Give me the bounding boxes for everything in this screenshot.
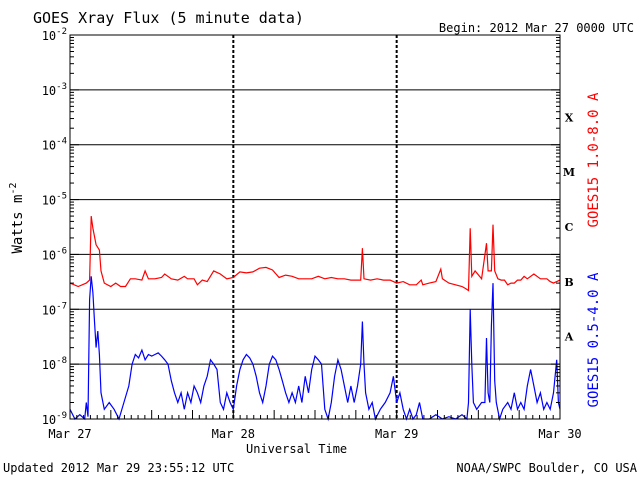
begin-date-label: Begin: 2012 Mar 27 0000 UTC xyxy=(439,21,634,35)
y-tick-label-exponent: -3 xyxy=(56,82,67,92)
y-tick-label-exponent: -6 xyxy=(56,246,67,256)
x-tick-label: Mar 28 xyxy=(212,427,255,441)
y-tick-label-base: 10 xyxy=(42,194,56,208)
y-axis-label-text: Watts m xyxy=(10,195,26,254)
updated-timestamp: Updated 2012 Mar 29 23:55:12 UTC xyxy=(3,461,234,475)
y-tick-label-exponent: -4 xyxy=(56,137,67,147)
legend-entry: GOES15 0.5-4.0 A xyxy=(586,272,602,407)
flare-class-label: C xyxy=(565,221,574,234)
y-tick-label: 10-8 xyxy=(42,356,67,372)
legend-entry: GOES15 1.0-8.0 A xyxy=(586,92,602,227)
y-tick-label-base: 10 xyxy=(42,303,56,317)
y-tick-label-base: 10 xyxy=(42,413,56,427)
x-tick-label: Mar 29 xyxy=(375,427,418,441)
y-tick-label: 10-4 xyxy=(42,137,67,153)
series-line xyxy=(69,216,561,292)
y-tick-label: 10-6 xyxy=(42,246,67,262)
y-tick-label-exponent: -2 xyxy=(56,27,67,37)
y-tick-label-exponent: -8 xyxy=(56,356,67,366)
x-tick-label: Mar 30 xyxy=(538,427,581,441)
y-axis-label: Watts m-2 xyxy=(8,182,26,253)
y-tick-label: 10-9 xyxy=(42,411,67,427)
svg-text:Watts m-2: Watts m-2 xyxy=(8,182,26,253)
credit-label: NOAA/SWPC Boulder, CO USA xyxy=(456,461,637,475)
y-tick-label-base: 10 xyxy=(42,29,56,43)
y-tick-label: 10-5 xyxy=(42,192,67,208)
flare-class-label: X xyxy=(565,111,574,124)
y-tick-label: 10-2 xyxy=(42,27,67,43)
y-tick-label-exponent: -5 xyxy=(56,192,67,202)
y-axis-label-exponent: -2 xyxy=(8,182,19,194)
y-tick-label-base: 10 xyxy=(42,84,56,98)
y-tick-label: 10-3 xyxy=(42,82,67,98)
y-tick-label-exponent: -7 xyxy=(56,301,67,311)
chart-title: GOES Xray Flux (5 minute data) xyxy=(33,9,304,27)
y-tick-label-base: 10 xyxy=(42,358,56,372)
flare-class-label: M xyxy=(563,166,575,179)
x-axis-label: Universal Time xyxy=(246,442,347,456)
y-tick-label: 10-7 xyxy=(42,301,67,317)
y-tick-label-base: 10 xyxy=(42,248,56,262)
y-tick-label-exponent: -9 xyxy=(56,411,67,421)
y-tick-label-base: 10 xyxy=(42,139,56,153)
flare-class-label: A xyxy=(564,331,574,344)
series-line xyxy=(69,276,561,422)
flare-class-label: B xyxy=(564,276,573,289)
x-tick-label: Mar 27 xyxy=(48,427,91,441)
